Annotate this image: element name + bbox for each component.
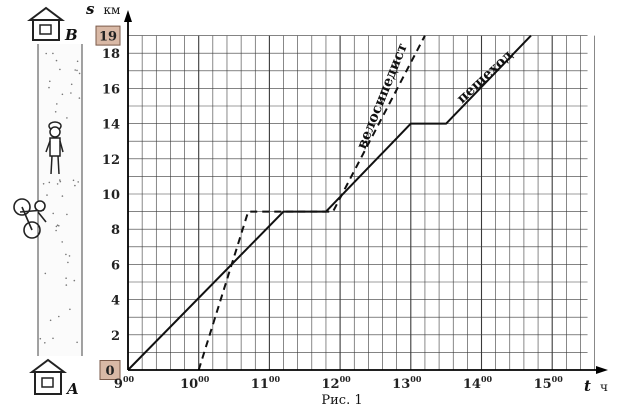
y-highlight-box [99,360,121,380]
road-speck [45,52,47,55]
y-axis-arrow-icon [124,10,132,22]
road-speck [54,111,57,113]
road-speck [61,195,64,197]
road-speck [56,103,58,105]
road-speck [74,184,76,187]
road-speck [70,83,73,86]
y-tick-label: 4 [111,294,120,309]
road-speck [56,183,59,185]
road-speck [65,277,67,280]
y-tick-label: 18 [102,47,120,62]
y-axis-title: s км [86,0,120,18]
road-speck [59,180,62,183]
road-speck [58,315,60,318]
road-illustration: B A [13,6,83,398]
pedestrian-icon [45,121,64,175]
x-tick-label: 1100 [251,374,281,392]
figure-caption: Рис. 1 [321,393,362,408]
road-speck [44,342,46,344]
road-speck [52,52,54,55]
chart-grid [127,35,595,371]
road-speck [68,255,71,257]
x-tick-label: 1200 [321,374,351,392]
road-speck [76,60,79,63]
y-tick-label: 16 [102,82,120,97]
y-axis-unit: км [104,3,121,17]
road-speck [77,181,79,183]
road-speck [78,72,81,75]
road-speck [58,225,60,227]
road-speck [56,224,59,226]
road-speck [66,117,68,119]
road-speck [65,253,67,256]
road-speck [49,80,51,83]
road-speck [67,261,69,264]
x-tick-label: 1400 [463,374,493,392]
y-tick-label: 8 [111,223,120,238]
y-axis-var: s [86,0,95,18]
series-label-pedestrian: пешеход [454,47,516,107]
y-highlight-box [95,25,121,46]
road-speck [76,341,78,344]
road-speck [78,97,81,99]
x-axis-var: t [584,377,591,395]
y-tick-labels: 2 4 6 8 10 12 14 16 18 0 19 [95,25,121,380]
y-tick-label: 10 [102,188,120,203]
chart-axes [124,10,608,374]
series-line-cyclist [197,35,426,371]
y-tick-label: 14 [102,118,120,133]
series-layer [127,34,532,371]
x-tick-label: 900 [114,374,135,392]
road-speck [42,183,45,185]
road-speck [55,225,58,228]
bicycle-icon [13,198,47,239]
y-highlight-label: 0 [105,364,114,379]
road-speck [66,213,68,216]
x-axis-arrow-icon [596,366,608,374]
house-b-label: B [64,26,78,44]
house-a-label: A [65,380,79,398]
y-tick-label: 6 [111,258,120,273]
road-speck [59,68,61,71]
road-speck [49,319,52,322]
house-a-icon [29,358,67,395]
road-speck [55,229,57,232]
road-speck [61,241,63,243]
y-tick-label: 12 [102,153,120,168]
road-speck [55,59,58,62]
road-speck [48,86,50,89]
road-speck [44,272,47,275]
road-speck [52,212,54,215]
road-speck [52,337,54,340]
x-tick-label: 1500 [534,374,564,392]
road-speck [74,69,76,71]
road-speck [72,179,75,182]
series-line-pedestrian [127,34,532,371]
house-b-icon [27,6,65,41]
road-speck [48,181,51,184]
x-axis-unit: ч [600,380,608,394]
road-speck [73,279,76,282]
y-tick-label: 2 [111,329,120,344]
x-tick-label: 1000 [180,374,210,392]
road-speck [61,93,64,96]
x-tick-labels: 900 1000 1100 1200 1300 1400 1500 [114,374,563,392]
road-speck [65,284,68,286]
road-speck [76,69,78,72]
x-tick-label: 1300 [392,374,422,392]
road-speckles [39,52,81,344]
road-speck [46,194,48,196]
road-speck [70,92,72,94]
road-speck [59,179,61,181]
road-speck [39,337,42,340]
road-speck [69,308,71,311]
y-highlight-label: 19 [99,30,117,45]
x-axis-title: t ч [584,376,608,395]
